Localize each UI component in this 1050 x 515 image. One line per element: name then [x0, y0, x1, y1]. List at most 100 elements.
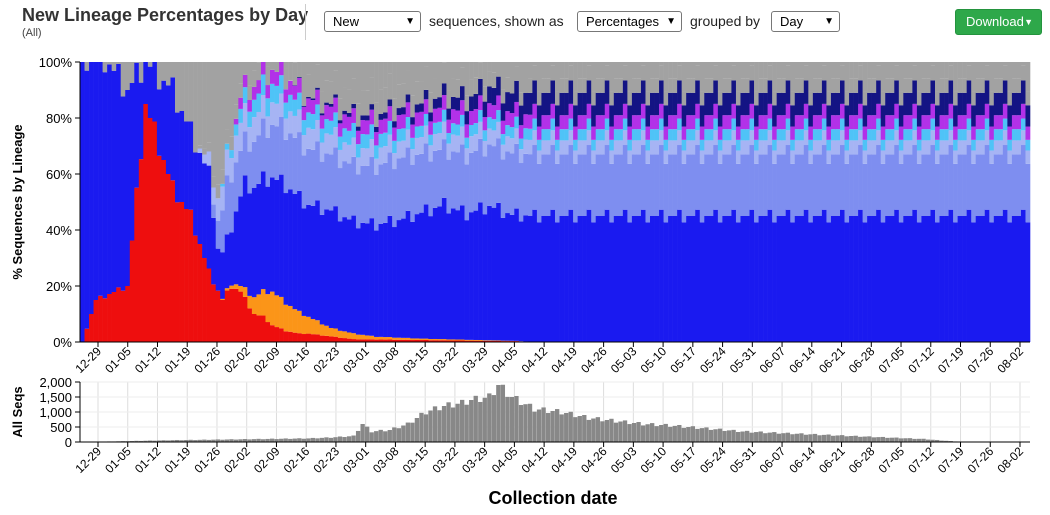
download-button[interactable]: Download ▼	[955, 9, 1042, 35]
stack-segment	[220, 210, 226, 253]
stack-segment	[640, 209, 646, 342]
stack-segment	[365, 339, 370, 342]
count-bar	[170, 440, 175, 442]
stack-segment-remainder	[663, 62, 669, 92]
count-bar	[925, 439, 931, 442]
stack-segment	[740, 154, 746, 216]
stack-segment	[695, 145, 701, 210]
stack-segment	[387, 152, 393, 216]
stack-segment	[482, 156, 488, 215]
stack-segment	[640, 118, 646, 131]
x-axis-title: Collection date	[488, 488, 617, 508]
count-bar	[885, 437, 890, 442]
stack-segment	[455, 152, 461, 211]
stack-segment	[722, 140, 728, 155]
count-bar	[319, 437, 325, 442]
stack-segment	[450, 96, 456, 110]
stack-segment	[437, 149, 443, 207]
stack-segment	[346, 332, 352, 339]
stack-segment-remainder	[939, 62, 945, 79]
bottom-x-tick-label: 07-26	[965, 444, 997, 476]
stack-segment-remainder	[862, 62, 868, 92]
stack-segment	[374, 145, 379, 159]
stack-segment	[392, 153, 397, 170]
stack-segment	[916, 163, 922, 223]
stack-segment-remainder	[346, 62, 352, 90]
stack-segment	[392, 127, 397, 141]
stack-segment	[260, 315, 266, 342]
stack-segment	[523, 139, 529, 154]
header-divider	[305, 4, 306, 40]
count-bar	[215, 439, 221, 442]
stack-segment-remainder	[785, 62, 791, 66]
count-bar	[260, 439, 266, 442]
stack-segment	[202, 154, 207, 164]
stack-segment-remainder	[206, 62, 212, 143]
count-bar	[564, 413, 569, 442]
stack-segment	[812, 129, 818, 141]
stack-segment	[622, 65, 628, 81]
count-bar	[469, 400, 474, 442]
count-bar	[708, 429, 714, 442]
stack-segment	[604, 118, 610, 131]
stack-segment	[545, 154, 551, 216]
stack-segment	[844, 150, 850, 164]
stack-segment	[668, 115, 673, 130]
stack-segment	[654, 154, 660, 216]
stack-segment-remainder	[586, 62, 592, 66]
stack-segment	[387, 339, 393, 342]
stack-segment	[505, 77, 511, 93]
stack-segment	[618, 216, 624, 342]
stack-segment	[555, 126, 560, 140]
group-by-select[interactable]: Day ▼	[771, 11, 840, 32]
stack-segment	[948, 209, 954, 342]
stack-segment	[355, 144, 361, 158]
display-mode-select[interactable]: Percentages ▼	[577, 11, 682, 32]
stack-segment	[206, 165, 212, 269]
stack-segment	[555, 139, 560, 151]
stack-segment	[518, 125, 524, 139]
stack-segment	[414, 112, 420, 127]
stack-segment-remainder	[102, 62, 108, 73]
stack-segment	[925, 92, 931, 116]
count-bar	[636, 422, 641, 442]
sequence-filter-select[interactable]: New ▼	[324, 11, 421, 32]
stack-segment	[324, 80, 330, 103]
stack-segment	[270, 177, 275, 292]
stack-segment	[962, 78, 967, 93]
stack-segment	[469, 339, 474, 341]
count-bar	[374, 431, 379, 443]
count-bar	[306, 438, 311, 442]
count-bar	[944, 440, 949, 442]
stack-segment	[880, 150, 886, 164]
stack-segment-remainder	[564, 62, 569, 79]
stack-segment	[288, 80, 293, 95]
count-bar	[532, 411, 537, 442]
stack-segment	[464, 220, 470, 340]
stack-segment	[428, 161, 434, 217]
stack-segment	[274, 62, 280, 72]
stack-segment	[193, 235, 198, 342]
stack-segment	[220, 183, 226, 187]
stack-segment	[930, 65, 936, 81]
count-bar	[315, 438, 320, 442]
stack-segment-remainder	[790, 62, 796, 92]
stack-segment	[401, 128, 407, 141]
stack-segment-remainder	[627, 62, 633, 92]
stack-segment	[862, 163, 868, 223]
stack-segment	[708, 140, 714, 155]
stack-segment	[564, 78, 569, 93]
stack-segment	[274, 327, 280, 342]
stack-segment	[794, 216, 800, 342]
stack-segment-remainder	[889, 62, 895, 79]
count-bar	[279, 438, 284, 442]
stack-segment	[378, 164, 384, 224]
stack-segment	[432, 207, 438, 339]
stack-segment	[355, 228, 361, 335]
stack-segment	[342, 331, 348, 339]
stack-segment	[333, 127, 339, 148]
stack-segment-remainder	[550, 62, 556, 66]
stack-segment	[337, 168, 343, 222]
stack-segment	[993, 129, 999, 141]
stack-segment	[559, 78, 565, 93]
